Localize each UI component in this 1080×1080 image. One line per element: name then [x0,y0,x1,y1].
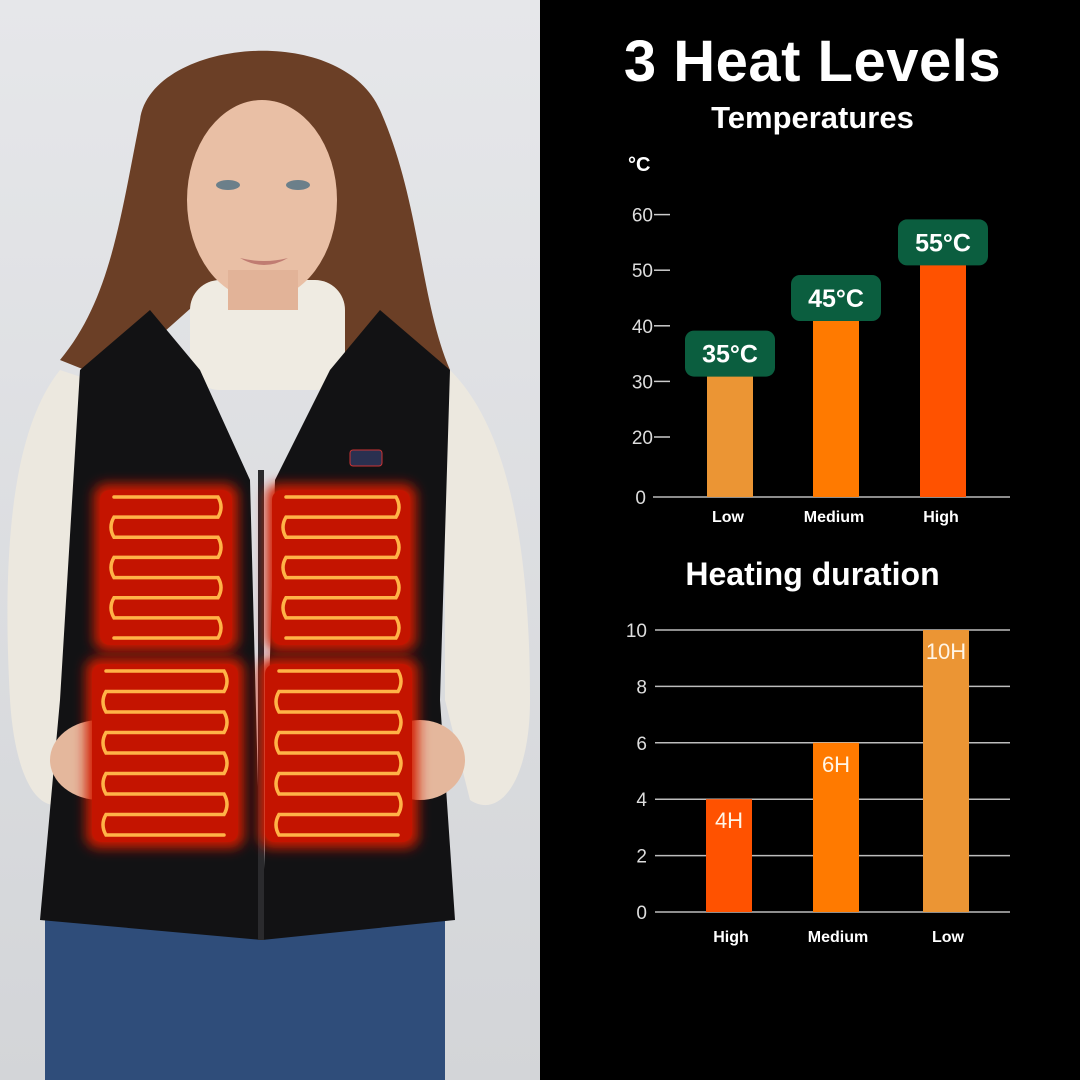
x-tick-label: High [923,509,959,526]
y-tick-label: 4 [636,790,647,811]
data-label: 10H [926,639,966,664]
data-label-box [898,219,988,266]
data-label: 6H [822,752,850,777]
heating-wire [281,495,401,640]
neck [228,270,298,310]
bar-low [923,630,969,912]
data-label-box [685,330,775,377]
y-tick-label: 8 [636,677,647,698]
y-tick-label: 30 [632,372,653,393]
y-tick-label: 20 [632,428,653,449]
eye-left [216,180,240,190]
x-tick-label: Medium [808,929,868,946]
y-tick-label: 0 [635,488,646,509]
eye-right [286,180,310,190]
data-label-box [791,275,881,321]
heating-pad [100,490,232,645]
main-title: 3 Heat Levels [623,29,1002,94]
y-tick-label: 50 [632,261,653,282]
charts-panel: 3 Heat Levels Temperatures Heating durat… [540,0,1080,1080]
heating-wire [109,495,223,640]
y-tick-label: 0 [636,903,647,924]
x-tick-label: Low [932,929,965,946]
duration-chart-title: Heating duration [685,556,940,592]
lips [240,258,288,265]
data-label: 45°C [808,285,864,313]
power-button [349,449,383,467]
heating-wire [101,669,229,837]
heating-pad [272,490,410,645]
y-tick-label: 2 [636,847,647,868]
y-tick-label: 40 [632,317,653,338]
data-label: 35°C [702,341,758,369]
x-tick-label: Medium [804,509,864,526]
bar-high [920,262,966,497]
y-tick-label: 60 [632,206,653,227]
face [187,100,337,300]
x-tick-label: Low [712,509,745,526]
bar-medium [813,318,859,497]
x-tick-label: High [713,929,749,946]
heating-wire [274,669,403,837]
heated-vest-photo [0,0,540,1080]
bar-medium [813,742,859,912]
bar-high [706,799,752,912]
temperature-chart-title: Temperatures [711,100,914,135]
data-label: 55°C [915,229,971,257]
data-label: 4H [715,808,743,833]
y-tick-label: 6 [636,734,647,755]
y-axis-unit: °C [628,154,650,176]
y-tick-label: 10 [626,621,647,642]
bar-low [707,373,753,497]
jeans [45,920,445,1080]
